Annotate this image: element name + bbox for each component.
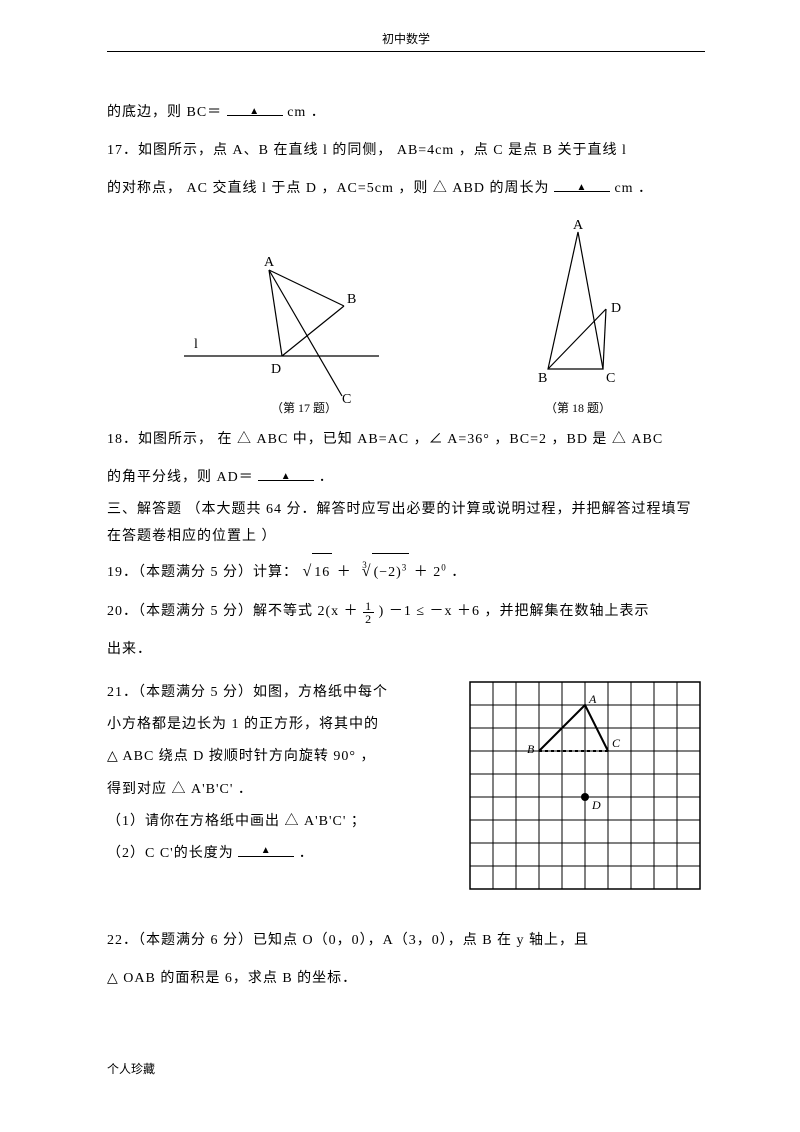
page-header: 初中数学 (107, 30, 705, 52)
label-b: B (347, 292, 356, 307)
figure-17: A B D C l （第 17 题） (164, 248, 394, 416)
label-d: D (271, 362, 281, 377)
q18-period: ． (319, 470, 334, 485)
q21-l6: （2）C C'的长度为 (107, 846, 238, 861)
label-c18: C (606, 371, 615, 386)
svg-text:A: A (588, 692, 597, 706)
q21-text: 21．（本题满分 5 分）如图，方格纸中每个 小方格都是边长为 1 的正方形，将… (107, 677, 450, 870)
label-l: l (194, 337, 198, 352)
q21-block: 21．（本题满分 5 分）如图，方格纸中每个 小方格都是边长为 1 的正方形，将… (107, 677, 705, 897)
q21-l2: 小方格都是边长为 1 的正方形，将其中的 (107, 709, 450, 741)
q16-var: BC＝ (187, 105, 223, 120)
q16-unit: cm ． (287, 105, 326, 120)
figure-18: A B C D （第 18 题） (508, 217, 648, 416)
q20-mid: ) －1 ≤ －x ＋6 (379, 604, 480, 619)
q20-out: 出来． (107, 631, 705, 669)
q18-line1: 18．如图所示， 在 △ ABC 中，已知 AB=AC ，∠ A=36° ，BC… (107, 421, 705, 459)
blank-q21 (238, 840, 294, 857)
q17-line1: 17．如图所示，点 A、B 在直线 l 的同侧， AB=4cm ，点 C 是点 … (107, 132, 705, 170)
q16-prefix: 的底边，则 (107, 105, 182, 120)
q21-l5: （1）请你在方格纸中画出 △ A'B'C' ； (107, 806, 450, 838)
q16-tail: 的底边，则 BC＝ cm ． (107, 94, 705, 132)
label-c: C (342, 392, 351, 407)
section3: 三、解答题 （本大题共 64 分．解答时应写出必要的计算或说明过程，并把解答过程… (107, 497, 705, 550)
q20-expr: 2(x ＋ 12 ) －1 ≤ －x ＋6 (318, 604, 485, 619)
q21-l3: △ ABC 绕点 D 按顺时针方向旋转 90° ， (107, 741, 450, 773)
q17-text2: 的对称点， AC 交直线 l 于点 D ，AC=5cm ，则 △ ABD 的周长… (107, 181, 554, 196)
q20-tail: ，并把解集在数轴上表示 (485, 604, 650, 619)
q21-l6-wrap: （2）C C'的长度为 ． (107, 838, 450, 870)
grid-figure: A B C D (465, 677, 705, 897)
q19: 19．（本题满分 5 分）计算： 16 ＋ 3(−2)3 ＋ 20 ． (107, 550, 705, 593)
q18-text2: 的角平分线，则 AD＝ (107, 470, 254, 485)
q17-unit: cm ． (614, 181, 653, 196)
label-d18: D (611, 301, 621, 316)
q21-l4: 得到对应 △ A'B'C' ． (107, 774, 450, 806)
q21-l1: 21．（本题满分 5 分）如图，方格纸中每个 (107, 677, 450, 709)
q19-expr: 16 ＋ 3(−2)3 ＋ 20 (303, 565, 452, 580)
page-footer: 个人珍藏 (107, 1060, 155, 1077)
svg-text:D: D (591, 798, 601, 812)
label-a18: A (573, 218, 584, 233)
q22-l2: △ OAB 的面积是 6，求点 B 的坐标． (107, 960, 705, 998)
q17-line2: 的对称点， AC 交直线 l 于点 D ，AC=5cm ，则 △ ABD 的周长… (107, 170, 705, 208)
q21-tail: ． (299, 846, 314, 861)
label-b18: B (538, 371, 547, 386)
q20-left: 2(x ＋ (318, 604, 359, 619)
blank-q16 (227, 99, 283, 116)
q20: 20．（本题满分 5 分）解不等式 2(x ＋ 12 ) －1 ≤ －x ＋6 … (107, 593, 705, 631)
svg-text:B: B (527, 742, 535, 756)
blank-q18 (258, 464, 314, 481)
q18-line2: 的角平分线，则 AD＝ ． (107, 459, 705, 497)
caption-18: （第 18 题） (508, 399, 648, 416)
blank-q17 (554, 175, 610, 192)
q22-l1: 22．（本题满分 6 分）已知点 O（0，0），A（3，0），点 B 在 y 轴… (107, 922, 705, 960)
q19-tail: ． (451, 565, 466, 580)
q20-prefix: 20．（本题满分 5 分）解不等式 (107, 604, 313, 619)
label-a: A (264, 255, 275, 270)
svg-text:C: C (612, 736, 621, 750)
figures-row: A B D C l （第 17 题） A B C D (107, 217, 705, 416)
q19-prefix: 19．（本题满分 5 分）计算： (107, 565, 298, 580)
